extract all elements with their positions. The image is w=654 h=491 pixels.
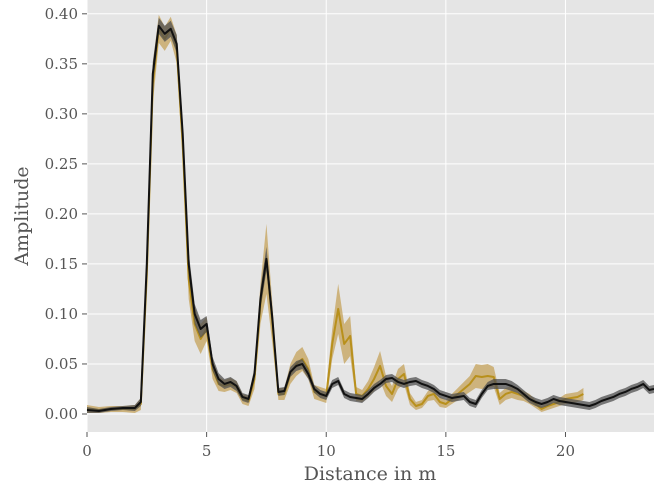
y-tick-label: 0.25 bbox=[45, 155, 78, 173]
series-1-line bbox=[86, 27, 584, 411]
x-tick-label: 0 bbox=[82, 442, 92, 460]
y-tick-label: 0.00 bbox=[45, 405, 78, 423]
series-2-line bbox=[86, 24, 654, 412]
y-tick-label: 0.35 bbox=[45, 55, 78, 73]
series-layer bbox=[86, 14, 654, 413]
y-tick-label: 0.10 bbox=[45, 305, 78, 323]
y-tick-label: 0.30 bbox=[45, 105, 78, 123]
x-tick-label: 10 bbox=[317, 442, 336, 460]
y-tick-label: 0.20 bbox=[45, 205, 78, 223]
x-tick-label: 5 bbox=[202, 442, 212, 460]
y-tick-label: 0.05 bbox=[45, 355, 78, 373]
y-tick-labels: 0.00 0.05 0.10 0.15 0.20 0.25 0.30 0.35 0.40 bbox=[45, 5, 78, 423]
y-axis-title: Amplitude bbox=[11, 166, 33, 266]
y-tick-label: 0.40 bbox=[45, 5, 78, 23]
plot-background bbox=[87, 0, 654, 432]
x-tick-label: 20 bbox=[556, 442, 575, 460]
x-tick-label: 15 bbox=[436, 442, 455, 460]
grid-lines bbox=[82, 0, 654, 437]
y-tick-label: 0.15 bbox=[45, 255, 78, 273]
x-tick-labels: 0 5 10 15 20 bbox=[82, 442, 575, 460]
x-axis-title: Distance in m bbox=[304, 463, 437, 485]
